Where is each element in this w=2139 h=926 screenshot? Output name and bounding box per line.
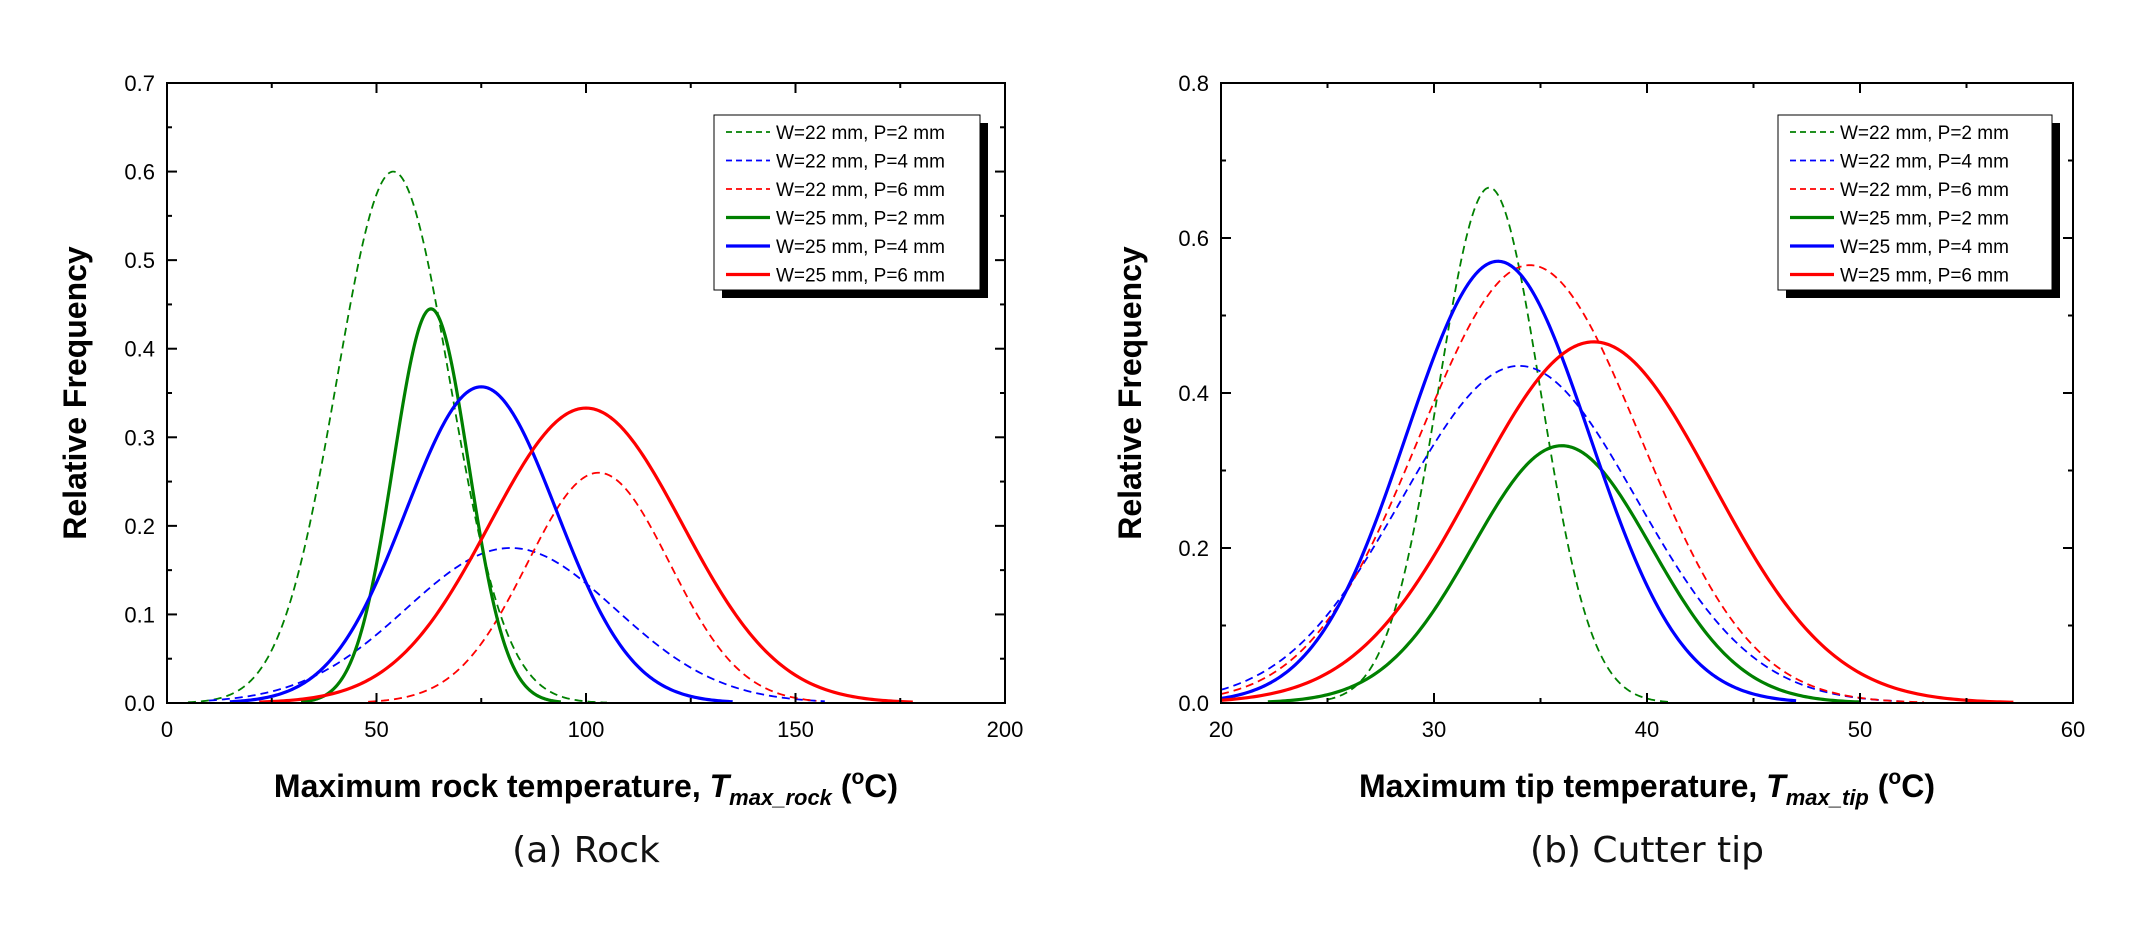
- x-axis-title-unit-close: C): [1901, 768, 1935, 804]
- legend-entry-label: W=22 mm, P=2 mm: [776, 123, 945, 144]
- legend-entry-label: W=22 mm, P=4 mm: [1840, 152, 2009, 173]
- y-tick-label: 0.0: [124, 691, 155, 716]
- y-tick-label: 0.2: [124, 514, 155, 539]
- y-tick-label: 0.2: [1178, 536, 1209, 561]
- legend-entry-label: W=25 mm, P=2 mm: [1840, 209, 2009, 230]
- x-axis-title-degree: o: [1888, 766, 1901, 789]
- legend-entry-label: W=22 mm, P=6 mm: [1840, 180, 2009, 201]
- x-tick-label: 60: [2061, 717, 2085, 742]
- x-axis-title-subscript: max_rock: [729, 785, 834, 810]
- x-tick-label: 0: [161, 717, 173, 742]
- y-axis-title: Relative Frequency: [57, 246, 93, 540]
- figure-caption: (a) Rock: [512, 830, 660, 871]
- series-line-1: [1327, 186, 1669, 703]
- figure-caption: (b) Cutter tip: [1530, 830, 1764, 871]
- y-tick-label: 0.0: [1178, 691, 1209, 716]
- legend-entry-label: W=22 mm, P=2 mm: [1840, 123, 2009, 144]
- y-axis-title: Relative Frequency: [1112, 246, 1148, 540]
- y-tick-label: 0.4: [1178, 381, 1209, 406]
- series-line-5: [229, 385, 733, 704]
- legend-entry-label: W=22 mm, P=4 mm: [776, 152, 945, 173]
- x-tick-label: 200: [987, 717, 1024, 742]
- series-line-4: [1267, 444, 1861, 704]
- legend: W=22 mm, P=2 mm W=22 mm, P=4 mm W=22 mm, P…: [713, 114, 988, 298]
- y-tick-label: 0.5: [124, 248, 155, 273]
- chart-b: 20 30 40 50 60 0.0 0.2 0.4 0.6 0.8 Relative Freque…: [1112, 71, 2085, 871]
- x-axis-title-subscript: max_tip: [1786, 785, 1869, 810]
- y-tick-label: 0.6: [1178, 226, 1209, 251]
- series-line-3: [1220, 264, 1924, 704]
- y-tick-label: 0.4: [124, 337, 155, 362]
- y-tick-label: 0.1: [124, 602, 155, 627]
- y-tick-label: 0.8: [1178, 71, 1209, 96]
- x-axis-title-unit-open: (: [832, 768, 852, 804]
- x-axis-title-degree: o: [851, 766, 864, 789]
- x-tick-label: 40: [1635, 717, 1659, 742]
- x-axis-title-symbol: T: [710, 768, 732, 804]
- legend-entry-label: W=25 mm, P=6 mm: [776, 266, 945, 287]
- series-line-1: [187, 170, 607, 704]
- legend: W=22 mm, P=2 mm W=22 mm, P=4 mm W=22 mm, P…: [1777, 114, 2060, 298]
- x-axis-title-main: Maximum tip temperature,: [1359, 768, 1766, 804]
- x-tick-label: 50: [1848, 717, 1872, 742]
- series-line-2: [208, 547, 825, 703]
- x-axis-title-unit-close: C): [864, 768, 898, 804]
- legend-box: [1777, 114, 2053, 291]
- x-axis-title-unit-open: (: [1869, 768, 1889, 804]
- series-line-5: [1220, 259, 1797, 703]
- x-tick-label: 150: [777, 717, 814, 742]
- series-line-6: [259, 406, 913, 704]
- y-tick-label: 0.6: [124, 160, 155, 185]
- y-tick-label: 0.7: [124, 71, 155, 96]
- x-axis-title-symbol: T: [1766, 768, 1788, 804]
- x-tick-label: 100: [568, 717, 605, 742]
- x-tick-label: 50: [364, 717, 388, 742]
- legend-entry-label: W=25 mm, P=4 mm: [1840, 237, 2009, 258]
- x-axis-title-main: Maximum rock temperature,: [274, 768, 710, 804]
- x-tick-label: 20: [1209, 717, 1233, 742]
- legend-box: [713, 114, 981, 291]
- series-line-4: [300, 307, 562, 704]
- series-line-6: [1220, 340, 2014, 704]
- chart-a: 0 50 100 150 200 0.0 0.1 0.2 0.3 0.4 0.5 0.6 0.7 Rela…: [57, 71, 1023, 871]
- x-axis-title: Maximum rock temperature, Tmax_rock (oC): [274, 766, 898, 810]
- legend-entry-label: W=25 mm, P=6 mm: [1840, 266, 2009, 287]
- series-line-2: [1220, 364, 1903, 703]
- legend-entry-label: W=25 mm, P=4 mm: [776, 237, 945, 258]
- x-tick-label: 30: [1422, 717, 1446, 742]
- x-axis-title: Maximum tip temperature, Tmax_tip (oC): [1359, 766, 1935, 810]
- series-line-3: [368, 471, 817, 703]
- legend-entry-label: W=25 mm, P=2 mm: [776, 209, 945, 230]
- legend-entry-label: W=22 mm, P=6 mm: [776, 180, 945, 201]
- y-tick-label: 0.3: [124, 425, 155, 450]
